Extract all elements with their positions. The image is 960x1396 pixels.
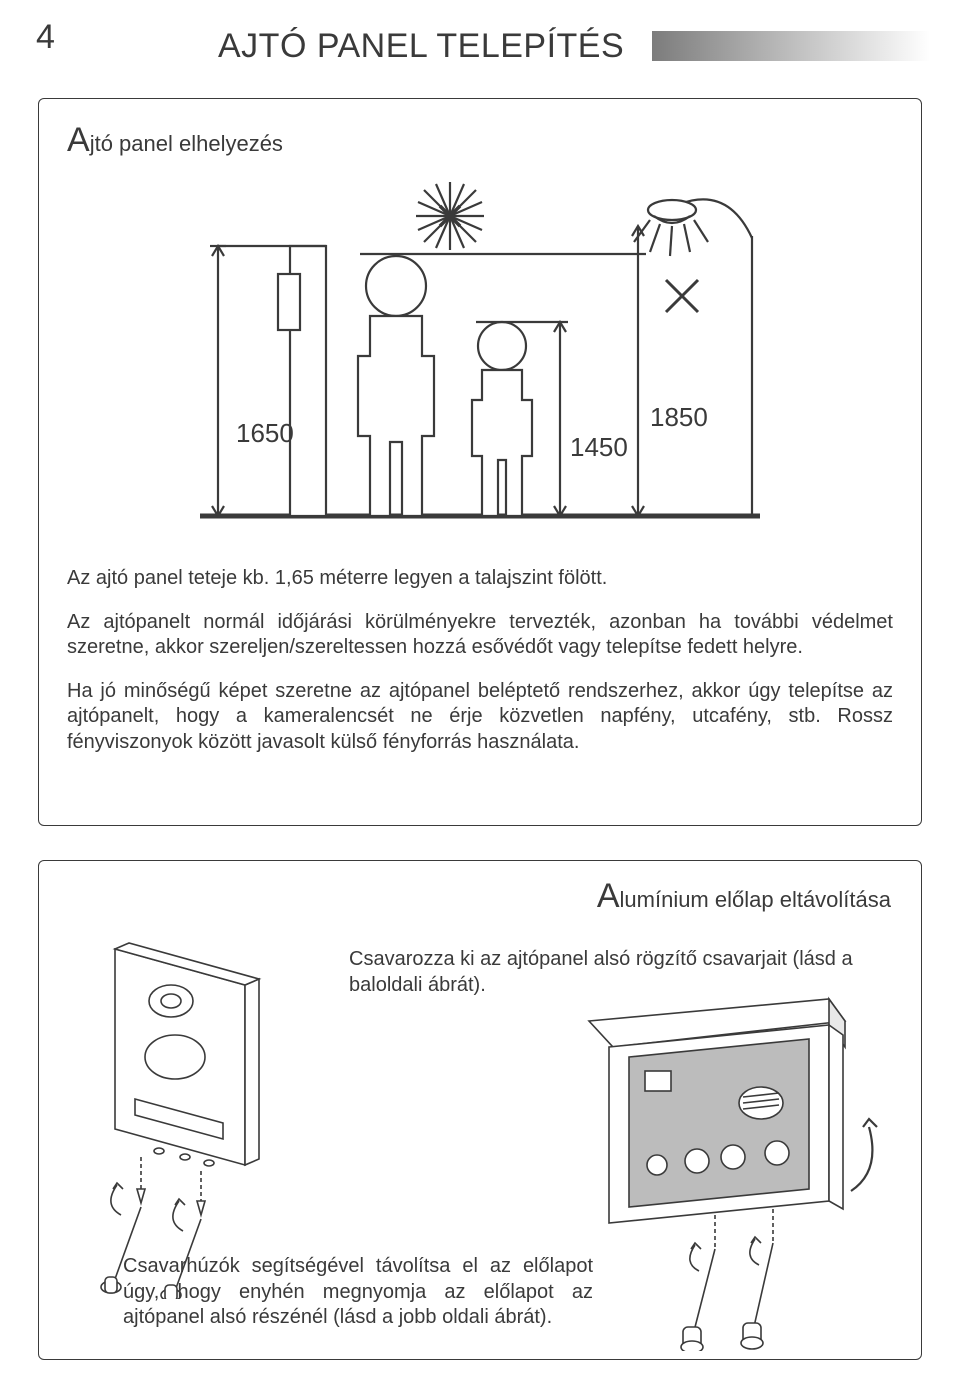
section-placement: Ajtó panel elhelyezés [38, 98, 922, 826]
page-title: AJTÓ PANEL TELEPÍTÉS [210, 27, 624, 66]
section2-p2: Csavarhúzók segítségével távolítsa el az… [123, 1254, 593, 1331]
section-removal: Alumínium előlap eltávolítása Csavarozza… [38, 860, 922, 1360]
section1-p2: Az ajtópanelt normál időjárási körülmény… [67, 610, 893, 661]
section1-p3: Ha jó minőségű képet szeretne az ajtópan… [67, 679, 893, 756]
placement-diagram: 1650 1450 1850 [160, 176, 800, 546]
page-number: 4 [36, 18, 55, 57]
heading-rest: jtó panel elhelyezés [90, 131, 283, 156]
heading-rest: lumínium előlap eltávolítása [620, 887, 891, 912]
dim-1450: 1450 [570, 432, 628, 462]
section2-heading: Alumínium előlap eltávolítása [597, 877, 891, 916]
heading-initial: A [597, 877, 620, 915]
title-bar: AJTÓ PANEL TELEPÍTÉS [210, 22, 930, 70]
dim-1650: 1650 [236, 418, 294, 448]
heading-initial: A [67, 121, 90, 159]
section1-heading: Ajtó panel elhelyezés [67, 121, 893, 160]
title-gradient [652, 31, 930, 61]
section1-p1: Az ajtó panel teteje kb. 1,65 méterre le… [67, 566, 893, 592]
front-panel-diagram [75, 939, 335, 1299]
dim-1850: 1850 [650, 402, 708, 432]
